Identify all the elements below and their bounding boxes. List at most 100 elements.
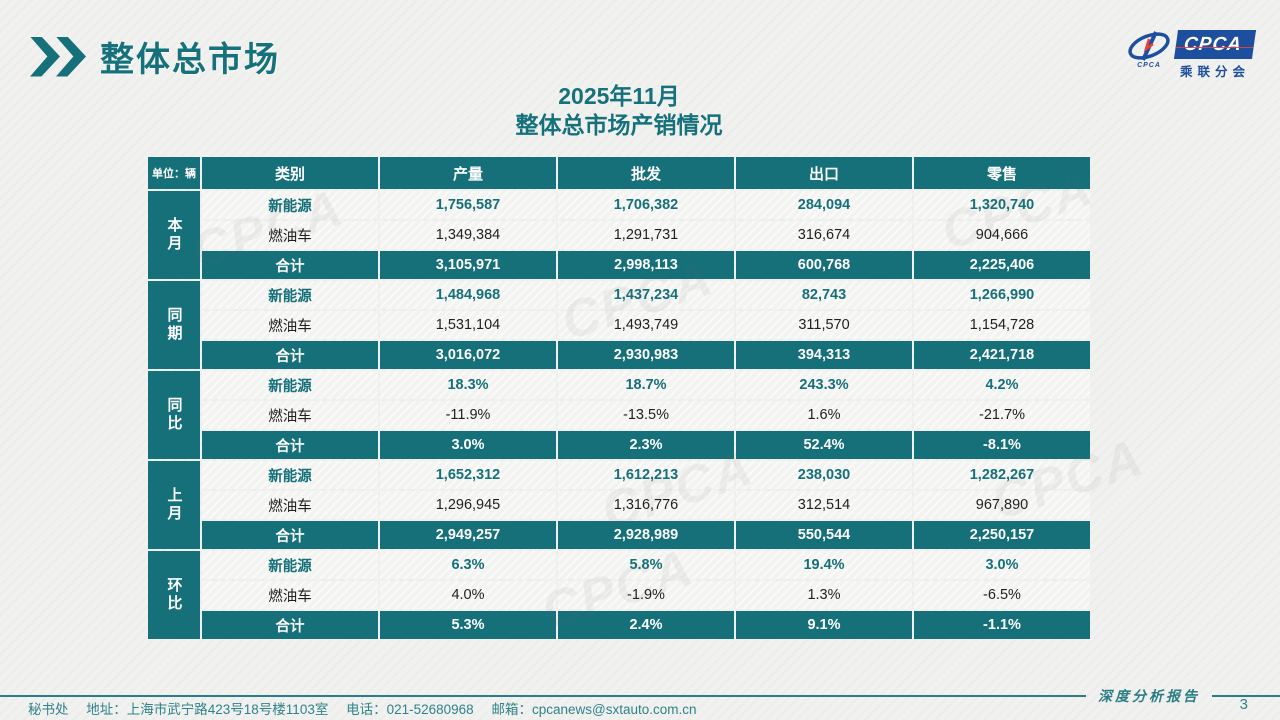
table-title: 2025年11月 整体总市场产销情况 xyxy=(148,82,1090,140)
value-cell: 6.3% xyxy=(380,551,556,579)
value-cell: 1,484,968 xyxy=(380,281,556,309)
cpca-logo-text-block: CPCA 乘联分会 xyxy=(1173,30,1257,80)
column-header-retail: 零售 xyxy=(914,157,1090,189)
footer-rule: 深度分析报告 xyxy=(0,686,1280,706)
value-cell: 1,154,728 xyxy=(914,311,1090,339)
value-cell-total: 5.3% xyxy=(380,611,556,639)
value-cell-total: 3,105,971 xyxy=(380,251,556,279)
category-cell: 新能源 xyxy=(202,281,378,309)
value-cell: 3.0% xyxy=(914,551,1090,579)
unit-label-cell: 单位：辆 xyxy=(148,157,200,189)
cpca-logo-box-label: CPCA xyxy=(1182,34,1243,55)
value-cell: 4.2% xyxy=(914,371,1090,399)
value-cell: 4.0% xyxy=(380,581,556,609)
category-cell-total: 合计 xyxy=(202,341,378,369)
page-title: 整体总市场 xyxy=(100,41,280,79)
category-cell-total: 合计 xyxy=(202,251,378,279)
value-cell: 238,030 xyxy=(736,461,912,489)
category-cell: 燃油车 xyxy=(202,581,378,609)
category-cell: 新能源 xyxy=(202,461,378,489)
cpca-logo-mark: CPCA xyxy=(1126,30,1172,69)
value-cell-total: 2,225,406 xyxy=(914,251,1090,279)
value-cell-total: 3,016,072 xyxy=(380,341,556,369)
group-label-same-period: 同期 xyxy=(148,281,200,369)
group-label-last-month: 上月 xyxy=(148,461,200,549)
category-cell-total: 合计 xyxy=(202,431,378,459)
value-cell: -13.5% xyxy=(558,401,734,429)
value-cell: 1,437,234 xyxy=(558,281,734,309)
value-cell: 1,282,267 xyxy=(914,461,1090,489)
value-cell-total: -1.1% xyxy=(914,611,1090,639)
category-cell: 新能源 xyxy=(202,191,378,219)
value-cell: -11.9% xyxy=(380,401,556,429)
value-cell: 1,266,990 xyxy=(914,281,1090,309)
value-cell: -21.7% xyxy=(914,401,1090,429)
value-cell: 1,612,213 xyxy=(558,461,734,489)
value-cell-total: 2,949,257 xyxy=(380,521,556,549)
category-cell: 新能源 xyxy=(202,551,378,579)
cpca-logo: CPCA CPCA 乘联分会 xyxy=(1126,30,1257,80)
value-cell-total: 9.1% xyxy=(736,611,912,639)
value-cell-total: 2,930,983 xyxy=(558,341,734,369)
table-title-line1: 2025年11月 xyxy=(558,83,680,109)
category-cell: 燃油车 xyxy=(202,311,378,339)
value-cell: 904,666 xyxy=(914,221,1090,249)
cpca-ellipse-icon xyxy=(1128,31,1170,61)
value-cell: 243.3% xyxy=(736,371,912,399)
category-cell-total: 合计 xyxy=(202,521,378,549)
market-table: 单位：辆 类别 产量 批发 出口 零售 本月 新能源 1,756,587 1,7… xyxy=(148,157,1090,639)
chevron-icon xyxy=(56,36,86,77)
group-label-mom: 环比 xyxy=(148,551,200,639)
secretariat-label: 秘书处 xyxy=(28,702,69,717)
value-cell: 18.3% xyxy=(380,371,556,399)
value-cell-total: 394,313 xyxy=(736,341,912,369)
double-chevron-icon xyxy=(30,36,86,77)
column-header-production: 产量 xyxy=(380,157,556,189)
value-cell: 284,094 xyxy=(736,191,912,219)
column-header-export: 出口 xyxy=(736,157,912,189)
cpca-logo-box: CPCA xyxy=(1173,30,1257,59)
value-cell: 1,316,776 xyxy=(558,491,734,519)
value-cell-total: 600,768 xyxy=(736,251,912,279)
value-cell: 1,652,312 xyxy=(380,461,556,489)
group-label-current-month: 本月 xyxy=(148,191,200,279)
page-header: 整体总市场 xyxy=(30,32,280,81)
value-cell: -1.9% xyxy=(558,581,734,609)
value-cell: 1,706,382 xyxy=(558,191,734,219)
column-header-category: 类别 xyxy=(202,157,378,189)
value-cell: 1,291,731 xyxy=(558,221,734,249)
value-cell: 5.8% xyxy=(558,551,734,579)
table-title-line2: 整体总市场产销情况 xyxy=(515,112,723,138)
report-type-label: 深度分析报告 xyxy=(1098,689,1200,705)
value-cell: 312,514 xyxy=(736,491,912,519)
category-cell: 燃油车 xyxy=(202,401,378,429)
phone-text: 电话：021-52680968 xyxy=(346,702,474,717)
value-cell: 18.7% xyxy=(558,371,734,399)
group-label-yoy: 同比 xyxy=(148,371,200,459)
page-number: 3 xyxy=(1239,696,1248,713)
value-cell-total: -8.1% xyxy=(914,431,1090,459)
value-cell-total: 2,250,157 xyxy=(914,521,1090,549)
value-cell: 311,570 xyxy=(736,311,912,339)
address-text: 地址：上海市武宁路423号18号楼1103室 xyxy=(86,702,329,717)
value-cell: 1,296,945 xyxy=(380,491,556,519)
value-cell-total: 2,998,113 xyxy=(558,251,734,279)
footer-contact: 秘书处 地址：上海市武宁路423号18号楼1103室 电话：021-526809… xyxy=(28,698,711,718)
value-cell: 82,743 xyxy=(736,281,912,309)
value-cell: 19.4% xyxy=(736,551,912,579)
value-cell-total: 550,544 xyxy=(736,521,912,549)
value-cell-total: 3.0% xyxy=(380,431,556,459)
value-cell: 1.3% xyxy=(736,581,912,609)
value-cell-total: 2.4% xyxy=(558,611,734,639)
value-cell-total: 2,928,989 xyxy=(558,521,734,549)
value-cell: 1,493,749 xyxy=(558,311,734,339)
category-cell: 新能源 xyxy=(202,371,378,399)
column-header-wholesale: 批发 xyxy=(558,157,734,189)
value-cell: 1,531,104 xyxy=(380,311,556,339)
value-cell: 1,349,384 xyxy=(380,221,556,249)
value-cell: 967,890 xyxy=(914,491,1090,519)
cpca-logo-subtext: 乘联分会 xyxy=(1179,65,1250,79)
category-cell-total: 合计 xyxy=(202,611,378,639)
value-cell: 1,320,740 xyxy=(914,191,1090,219)
